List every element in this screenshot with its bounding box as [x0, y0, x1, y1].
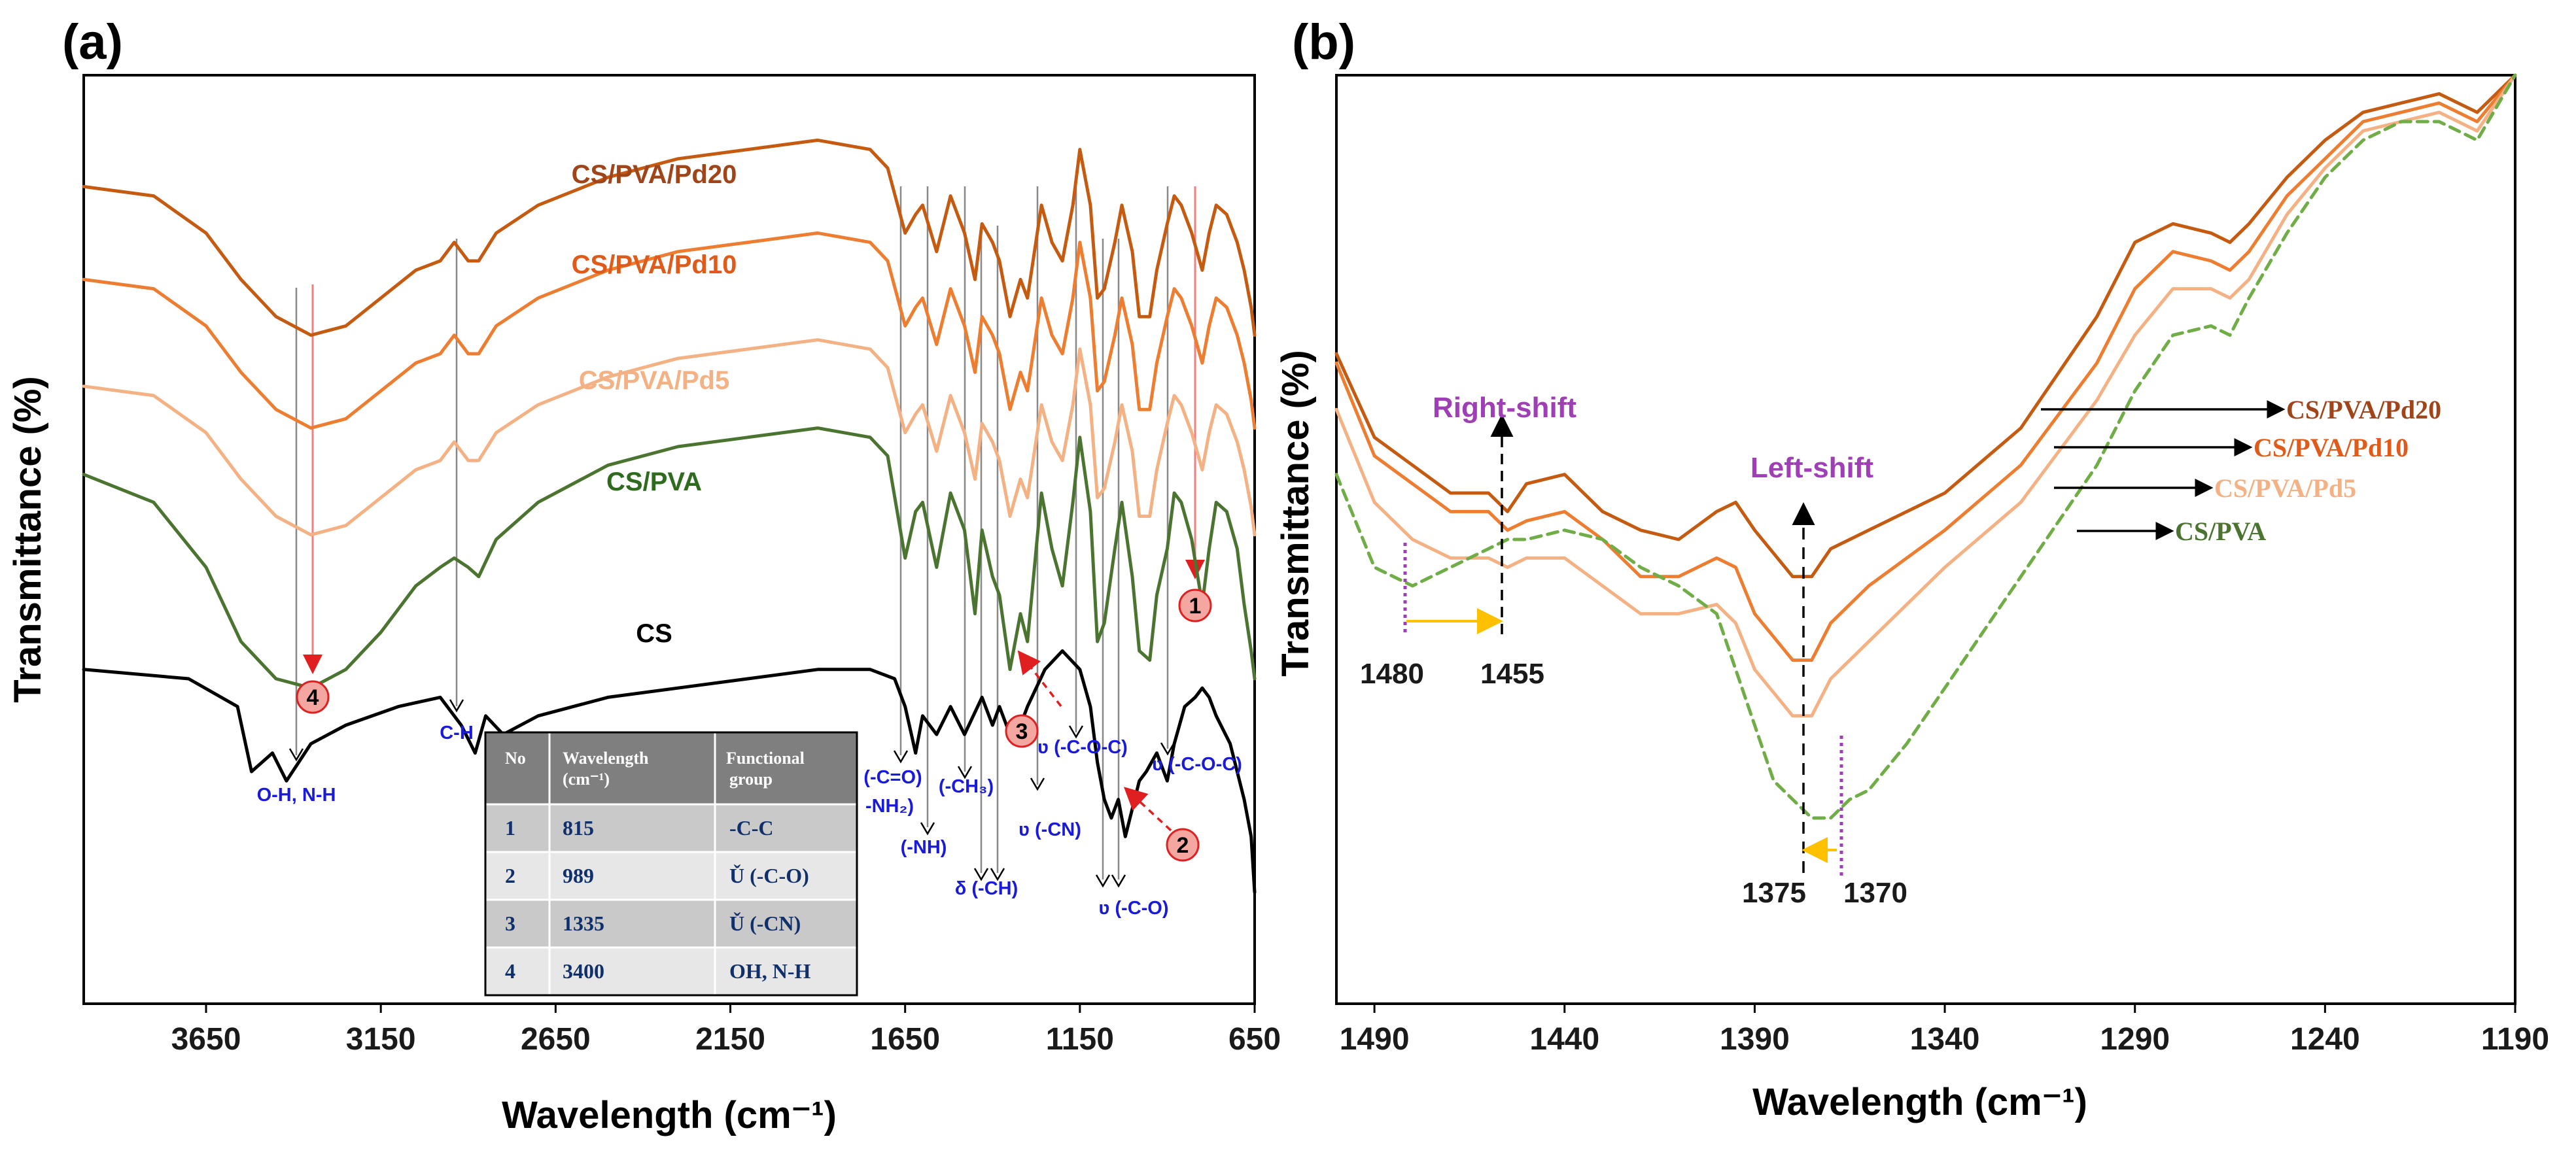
marker-4 [296, 680, 330, 714]
panel-a: (a) Transmittance (%) Wavelength (cm⁻¹) … [7, 14, 1281, 1136]
legend-pd5: CS/PVA/Pd5 [2214, 473, 2356, 503]
ann-c-o-c-1: ʋ (-C-O-C) [1037, 737, 1128, 758]
panel-a-series [82, 138, 1257, 895]
x-tick-label-3650: 3650 [171, 1022, 241, 1057]
svg-text:Ǔ (-CN): Ǔ (-CN) [729, 912, 801, 935]
marker-2 [1166, 828, 1200, 862]
ann-c-h: C-H [440, 723, 474, 743]
svg-text:4: 4 [307, 685, 319, 710]
legend-pd20: CS/PVA/Pd20 [2286, 395, 2441, 424]
panel-b-frame [1335, 74, 2516, 1005]
series-cs-pva-pd10 [1334, 73, 2517, 662]
legend-cs-pva: CS/PVA [2175, 517, 2266, 546]
x-tick-label-1240: 1240 [2290, 1022, 2360, 1057]
panel-b-xlabel: Wavelength (cm⁻¹) [1752, 1081, 2087, 1123]
series-cs-pva-pd5 [1334, 73, 2517, 718]
x-tick-label-1190: 1190 [2481, 1022, 2549, 1057]
x-tick-label-1290: 1290 [2100, 1022, 2170, 1057]
svg-text:3: 3 [505, 912, 515, 935]
svg-text:1: 1 [505, 816, 515, 840]
label-cs-pva-pd10: CS/PVA/Pd10 [572, 250, 737, 279]
svg-text:2: 2 [505, 864, 515, 887]
tick-1375: 1375 [1742, 877, 1806, 909]
label-cs-pva-pd5: CS/PVA/Pd5 [579, 366, 729, 395]
x-tick-label-1340: 1340 [1910, 1022, 1980, 1057]
ann-ch3: (-CH₃) [939, 776, 994, 797]
series-cs-pva-pd5 [82, 338, 1257, 537]
label-cs: CS [636, 619, 672, 648]
svg-text:OH, N-H: OH, N-H [729, 959, 811, 983]
tick-1480: 1480 [1360, 658, 1424, 690]
tick-1370: 1370 [1843, 877, 1907, 909]
panel-a-annotations: O-H, N-H C-H (-C=O) -NH₂) (-NH) (-CH₃) δ… [257, 723, 1242, 919]
x-tick-label-2650: 2650 [521, 1022, 591, 1057]
x-tick-label-1150: 1150 [1046, 1022, 1114, 1057]
series-cs-pva-pd20 [1334, 73, 2517, 579]
x-tick-label-1490: 1490 [1340, 1022, 1410, 1057]
series-cs-pva-pd10 [82, 231, 1257, 430]
x-tick-label-3150: 3150 [346, 1022, 416, 1057]
svg-text:989: 989 [563, 864, 594, 887]
svg-text:No: No [505, 749, 526, 768]
ann-oh-nh: O-H, N-H [257, 785, 336, 806]
ann-c-o-2: ʋ (-C-O) [1098, 898, 1168, 919]
tick-1455: 1455 [1480, 658, 1544, 690]
functional-group-table: No Wavelength (cm⁻¹) Functional group 1 … [484, 731, 858, 997]
left-shift-label: Left-shift [1750, 452, 1874, 484]
marker-3 [1005, 714, 1039, 748]
panel-b-legend-arrows [2041, 400, 2286, 540]
series-cs-pva [1334, 73, 2517, 820]
series-cs-pva-pd20 [82, 138, 1257, 337]
svg-text:group: group [729, 770, 773, 789]
label-cs-pva-pd20: CS/PVA/Pd20 [572, 160, 737, 189]
svg-text:(cm⁻¹): (cm⁻¹) [563, 770, 610, 789]
marker-1 [1178, 589, 1212, 623]
panel-b-series [1334, 73, 2517, 820]
panel-a-frame [82, 74, 1256, 1005]
panel-a-x-ticks: 3650 3150 2650 2150 1650 1150 650 [171, 1004, 1281, 1057]
series-cs [82, 649, 1257, 895]
svg-text:Wavelength: Wavelength [563, 749, 649, 768]
svg-text:Functional: Functional [726, 749, 805, 768]
ann-nh: (-NH) [901, 837, 947, 858]
ann-cn: ʋ (-CN) [1018, 819, 1081, 840]
x-tick-label-1390: 1390 [1720, 1022, 1790, 1057]
panel-a-xlabel: Wavelength (cm⁻¹) [502, 1094, 837, 1136]
svg-text:1335: 1335 [563, 912, 604, 935]
right-shift-label: Right-shift [1433, 392, 1576, 424]
svg-text:4: 4 [505, 959, 515, 983]
panel-a-guide-arrowheads [288, 699, 1175, 888]
panel-b-x-ticks: 1490 1440 1390 1340 1290 1240 1190 [1340, 1004, 2549, 1057]
svg-text:-C-C: -C-C [729, 816, 774, 840]
series-cs-pva [82, 426, 1257, 690]
svg-text:1: 1 [1189, 594, 1202, 619]
x-tick-label-1440: 1440 [1529, 1022, 1599, 1057]
panel-b-shift-annotations: Right-shift 1480 1455 Left-shift 1375 13… [1360, 392, 1907, 909]
ann-c-o-c-2: ʋ (-C-O-C) [1152, 754, 1242, 775]
svg-text:3400: 3400 [563, 959, 604, 983]
panel-b-label: (b) [1292, 14, 1355, 70]
svg-text:815: 815 [563, 816, 594, 840]
svg-text:Ǔ (-C-O): Ǔ (-C-O) [729, 864, 809, 887]
panel-a-markers: 1 2 3 4 [296, 589, 1212, 862]
ann-c-o: (-C=O) [863, 767, 922, 788]
panel-a-label: (a) [62, 14, 123, 70]
panel-b: (b) Transmittance (%) Wavelength (cm⁻¹) … [1274, 14, 2549, 1123]
ann-nh2: -NH₂) [865, 796, 914, 817]
panel-b-ylabel: Transmittance (%) [1274, 350, 1317, 677]
legend-pd10: CS/PVA/Pd10 [2254, 433, 2409, 462]
label-cs-pva: CS/PVA [606, 468, 702, 496]
svg-text:2: 2 [1177, 833, 1189, 858]
x-tick-label-650: 650 [1228, 1022, 1281, 1057]
svg-text:3: 3 [1016, 719, 1028, 744]
panel-a-ylabel: Transmittance (%) [7, 376, 49, 703]
panel-b-legend: CS/PVA/Pd20 CS/PVA/Pd10 CS/PVA/Pd5 CS/PV… [2175, 395, 2441, 546]
x-tick-label-1650: 1650 [870, 1022, 940, 1057]
ann-delta-ch: δ (-CH) [955, 878, 1018, 899]
x-tick-label-2150: 2150 [695, 1022, 765, 1057]
